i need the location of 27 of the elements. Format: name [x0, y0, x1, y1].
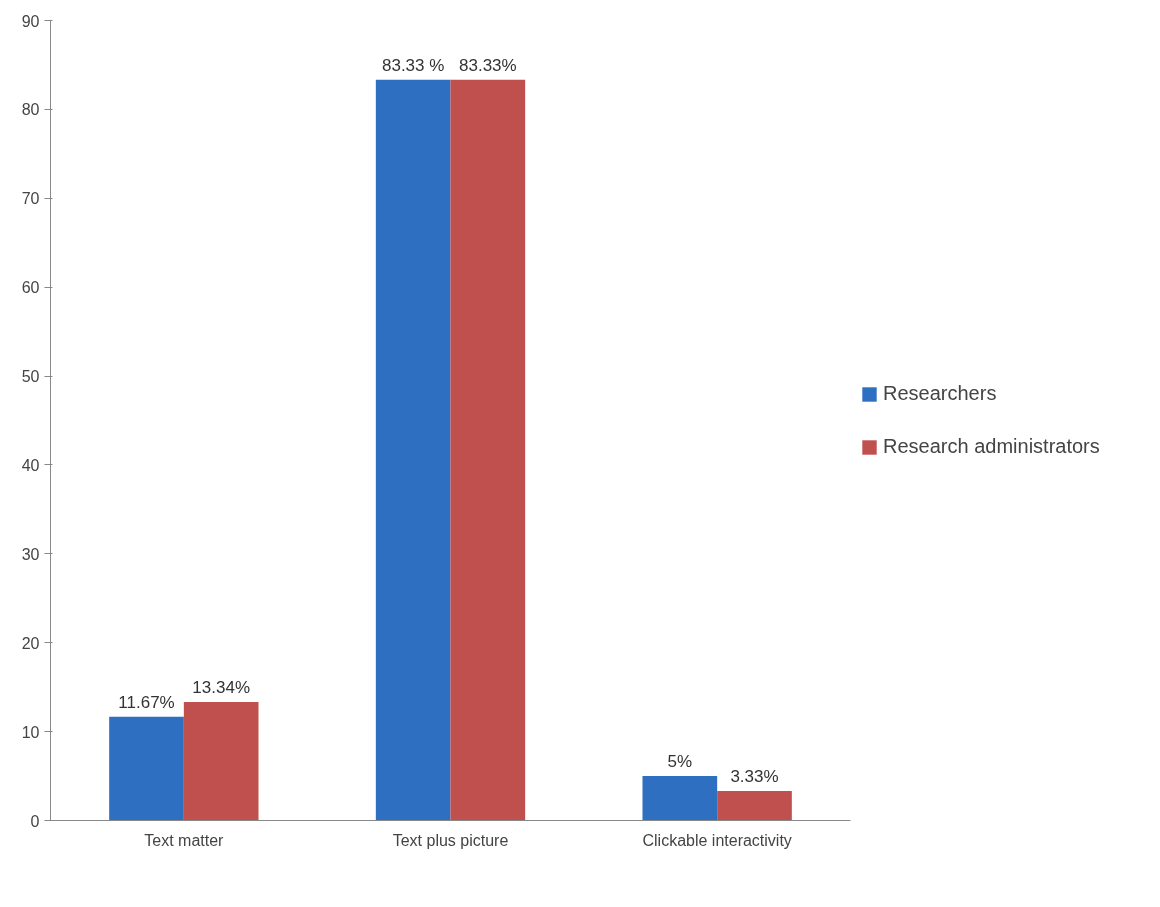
y-tick-label: 10 — [21, 723, 40, 741]
y-tick-label: 80 — [21, 101, 40, 119]
y-tick-label: 20 — [21, 634, 40, 652]
data-label: 83.33 % — [381, 55, 445, 75]
data-label: 13.34% — [192, 677, 251, 697]
y-tick-label: 70 — [21, 190, 40, 208]
x-tick-label: Text matter — [144, 831, 225, 849]
bar — [450, 79, 526, 821]
y-tick-label: 90 — [21, 12, 40, 30]
y-tick-label: 50 — [21, 368, 40, 386]
bar — [717, 790, 792, 821]
y-tick-label: 30 — [21, 545, 40, 563]
data-label: 83.33% — [459, 55, 517, 75]
bar — [642, 776, 718, 821]
bar — [183, 701, 259, 821]
x-tick-label: Text plus picture — [392, 831, 509, 849]
y-tick-label: 60 — [21, 279, 40, 297]
bar — [109, 716, 184, 821]
data-label: 3.33% — [730, 766, 779, 786]
data-label: 11.67% — [118, 692, 175, 712]
legend-label: Researchers — [883, 382, 997, 405]
legend-label: Research administrators — [883, 435, 1100, 458]
y-tick-label: 40 — [21, 456, 40, 474]
x-tick-label: Clickable interactivity — [642, 831, 792, 849]
bar — [375, 79, 451, 821]
data-label: 5% — [667, 752, 693, 772]
y-tick-label: 0 — [30, 812, 40, 830]
